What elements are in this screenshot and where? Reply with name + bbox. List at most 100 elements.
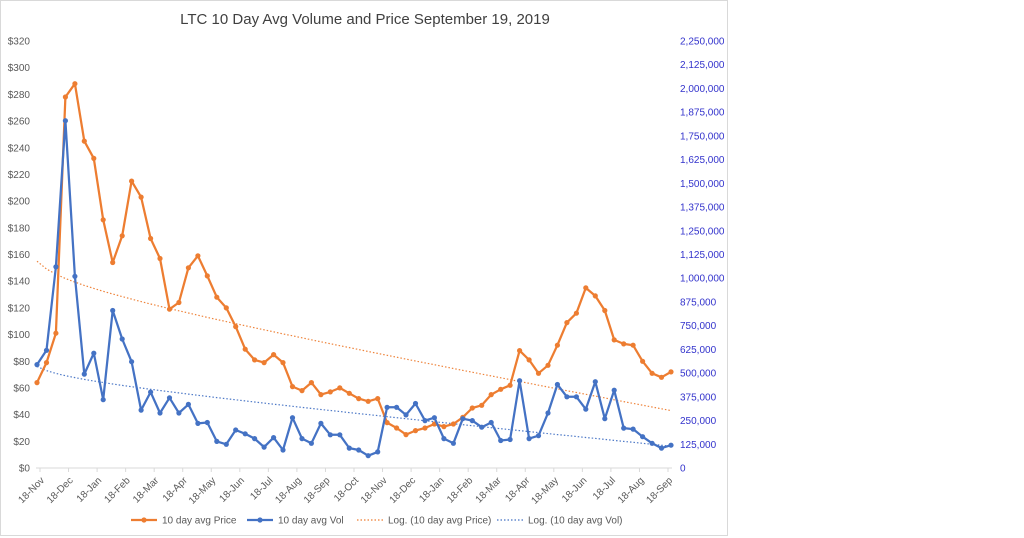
data-point-vol (668, 442, 674, 448)
data-point-price (526, 357, 532, 363)
x-tick-label: 18-Jul (591, 475, 618, 502)
right-y-tick-label: 500,000 (680, 369, 717, 380)
data-point-vol (204, 419, 210, 426)
x-tick-label: 18-Dec (388, 475, 419, 506)
data-point-vol (535, 433, 542, 439)
data-point-vol (412, 400, 419, 407)
data-point-vol (621, 425, 627, 431)
data-point-price (261, 360, 267, 366)
data-point-price (498, 386, 504, 392)
data-point-price (469, 405, 475, 411)
x-tick-label: 18-Oct (332, 475, 361, 504)
left-y-tick-label: $180 (8, 223, 31, 234)
left-y-tick-label: $200 (8, 197, 31, 208)
data-point-vol (394, 404, 400, 410)
data-point-price (214, 294, 220, 300)
left-y-tick-label: $160 (8, 250, 31, 261)
legend-marker (141, 517, 147, 523)
data-point-price (252, 357, 258, 363)
right-y-tick-label: 750,000 (680, 321, 717, 332)
data-point-price (583, 285, 589, 291)
data-point-vol (100, 397, 106, 403)
chart-canvas: LTC 10 Day Avg Volume and Price Septembe… (8, 11, 725, 527)
data-point-vol (176, 410, 182, 416)
x-tick-label: 18-Aug (273, 475, 304, 506)
data-point-price (564, 320, 570, 326)
data-point-vol (166, 395, 173, 401)
data-point-vol (318, 420, 324, 426)
data-point-price (157, 255, 163, 262)
left-y-tick-label: $240 (8, 143, 31, 154)
right-y-tick-label: 1,500,000 (680, 179, 725, 190)
data-point-price (148, 235, 154, 242)
right-y-tick-label: 1,125,000 (680, 250, 725, 261)
data-point-vol (375, 449, 381, 455)
x-tick-label: 18-Feb (103, 475, 133, 505)
data-point-price (289, 384, 296, 390)
data-point-vol (460, 416, 466, 422)
data-point-price (346, 390, 352, 396)
data-point-vol (658, 445, 665, 451)
data-point-vol (43, 347, 50, 353)
data-point-price (308, 380, 314, 386)
data-point-vol (81, 371, 87, 377)
data-point-vol (403, 412, 409, 418)
left-y-tick-label: $60 (13, 383, 30, 394)
left-y-tick-label: $120 (8, 303, 31, 314)
data-point-price (356, 396, 362, 402)
data-point-price (554, 342, 561, 348)
data-point-vol (573, 394, 580, 400)
chart-frame: LTC 10 Day Avg Volume and Price Septembe… (0, 0, 728, 536)
data-point-vol (630, 426, 636, 432)
data-point-price (318, 392, 324, 398)
data-point-price (166, 306, 173, 312)
data-point-vol (261, 444, 267, 450)
x-tick-label: 18-Nov (359, 475, 390, 506)
data-point-vol (148, 389, 154, 395)
data-point-vol (526, 436, 532, 442)
x-tick-label: 18-Jan (417, 475, 446, 504)
x-tick-label: 18-Nov (16, 475, 47, 506)
data-point-vol (233, 427, 239, 433)
left-y-tick-label: $300 (8, 63, 31, 74)
data-point-price (100, 217, 106, 223)
data-point-price (441, 424, 447, 430)
data-point-price (545, 362, 551, 368)
trendline-price (36, 260, 672, 412)
right-y-tick-label: 625,000 (680, 345, 717, 356)
data-point-vol (479, 424, 485, 430)
x-tick-label: 18-Jul (248, 475, 275, 502)
data-point-vol (53, 264, 59, 270)
data-point-vol (337, 432, 343, 438)
legend-label: Log. (10 day avg Price) (388, 516, 491, 527)
data-point-price (488, 392, 494, 398)
data-point-price (271, 352, 277, 358)
data-point-vol (592, 379, 598, 385)
right-y-tick-label: 1,000,000 (680, 274, 725, 285)
x-tick-label: 18-Apr (161, 475, 190, 504)
right-y-tick-label: 2,000,000 (680, 84, 725, 95)
data-point-price (394, 425, 400, 431)
right-y-tick-label: 2,250,000 (680, 37, 725, 48)
data-point-vol (422, 418, 428, 424)
data-point-vol (611, 387, 617, 393)
left-y-tick-label: $220 (8, 170, 31, 181)
data-point-vol (129, 359, 135, 365)
x-tick-label: 18-Dec (45, 475, 76, 506)
data-point-vol (507, 436, 513, 443)
data-point-price (129, 178, 135, 184)
data-point-price (668, 369, 674, 375)
trendlines (36, 260, 672, 447)
data-point-price (640, 358, 646, 364)
data-point-vol (517, 378, 523, 384)
data-point-price (81, 138, 87, 144)
data-point-vol (62, 118, 68, 124)
data-point-price (375, 396, 381, 402)
left-y-tick-label: $20 (13, 437, 30, 448)
data-point-vol (365, 453, 371, 459)
x-tick-label: 18-Sep (302, 475, 333, 506)
data-point-vol (223, 441, 229, 447)
data-point-price (611, 337, 617, 343)
data-point-vol (242, 431, 248, 437)
data-point-price (299, 388, 305, 394)
